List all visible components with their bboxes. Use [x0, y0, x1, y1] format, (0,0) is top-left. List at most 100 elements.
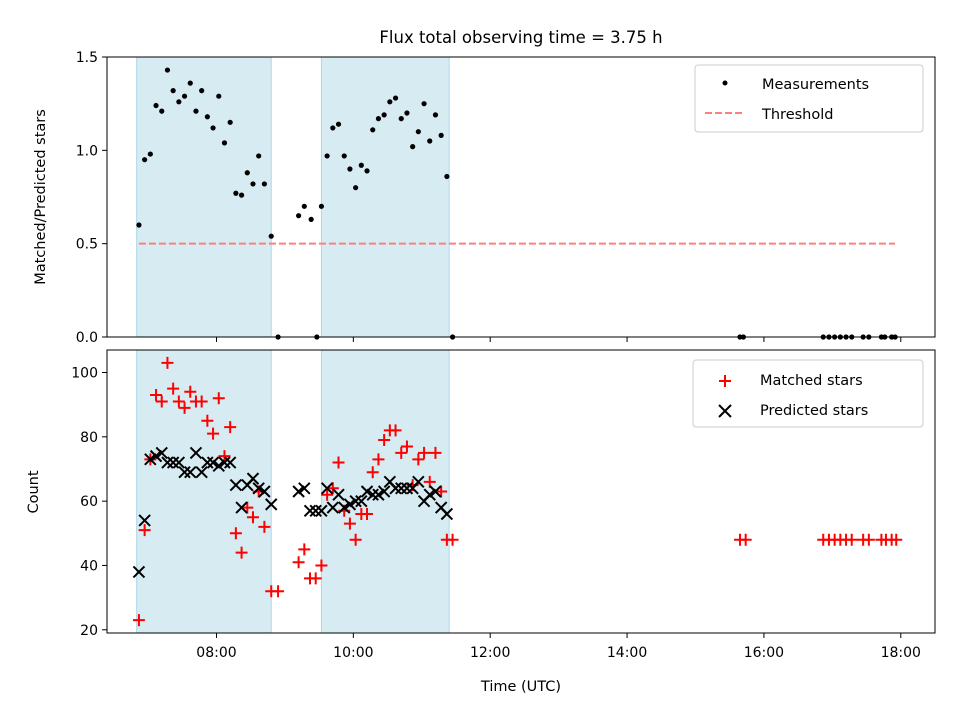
matched-stars-point [315, 559, 328, 572]
legend-matched-marker [719, 375, 731, 387]
matched-stars-point [412, 453, 425, 466]
top-y-axis-label: Matched/Predicted stars [33, 109, 49, 285]
legend-measurements-marker [722, 80, 728, 86]
predicted-stars-point [332, 488, 345, 501]
bottom-shaded-interval-1 [136, 349, 272, 634]
predicted-stars-point [360, 485, 374, 498]
predicted-stars-point [155, 446, 168, 460]
matched-stars-point [292, 556, 305, 569]
predicted-stars-point [223, 456, 237, 469]
matched-stars-point [150, 389, 163, 402]
measurements-point [153, 102, 159, 109]
measurements-point [170, 88, 176, 94]
measurements-point [199, 88, 205, 94]
matched-stars-point [298, 543, 311, 556]
matched-stars-point [201, 414, 214, 427]
matched-stars-point [366, 466, 379, 479]
top-y-tick-label: 0.0 [76, 330, 98, 346]
bottom-panel: 20 40 60 80 100 08:00 10:00 12:00 14:00 16:00 18:… [26, 349, 936, 695]
predicted-stars-point [377, 485, 391, 498]
matched-stars-point [229, 527, 242, 540]
measurements-point [308, 216, 314, 222]
top-shaded-intervals [136, 56, 450, 338]
predicted-stars-point [303, 504, 317, 518]
measurements-point [427, 138, 433, 144]
matched-stars-point [435, 485, 448, 498]
top-y-tick-label: 1.0 [76, 143, 98, 159]
legend-predicted-label: Predicted stars [760, 403, 868, 419]
predicted-stars-point [206, 456, 220, 469]
measurements-point [147, 151, 153, 157]
matched-stars-point [207, 427, 220, 440]
bottom-y-tick-label: 20 [80, 623, 98, 639]
bottom-y-axis-label: Count [26, 470, 42, 513]
measurements-point [341, 153, 347, 159]
measurements-point [444, 173, 450, 180]
predicted-stars-point [246, 472, 260, 485]
matched-stars-point [258, 520, 271, 533]
predicted-stars-point [265, 498, 278, 511]
measurements-point [415, 129, 421, 135]
measurements-point [261, 181, 267, 187]
measurements-point [347, 166, 353, 172]
predicted-stars-point [189, 446, 203, 460]
top-y-tick-label: 1.5 [76, 50, 98, 66]
legend-matched-label: Matched stars [760, 373, 863, 389]
bottom-y-tick-label: 80 [80, 430, 98, 446]
matched-stars-point [195, 395, 208, 408]
predicted-stars-point [349, 494, 362, 508]
measurements-point [238, 192, 245, 198]
predicted-stars-point [400, 482, 414, 495]
matched-stars-point [418, 446, 431, 459]
measurements-point [210, 125, 216, 131]
predicted-stars-point [429, 485, 442, 498]
predicted-stars-point [292, 485, 305, 498]
matched-stars-point [241, 501, 254, 514]
matched-stars-point [172, 395, 185, 408]
predicted-stars-point [315, 504, 328, 518]
predicted-stars-point [195, 465, 208, 479]
measurements-point [375, 116, 382, 122]
predicted-stars-point [212, 459, 225, 472]
predicted-stars-point [326, 501, 340, 514]
matched-stars-point [862, 533, 875, 546]
predicted-stars-point [320, 482, 334, 495]
measurements-point [370, 127, 376, 133]
predicted-stars-point [343, 498, 357, 511]
bottom-x-tick-label: 10:00 [333, 645, 373, 661]
predicted-stars-point [235, 501, 248, 514]
bottom-x-tick-label: 16:00 [744, 645, 784, 661]
measurements-point [136, 222, 142, 228]
measurements-point [187, 80, 193, 86]
predicted-stars-point [258, 485, 271, 498]
matched-stars-point [845, 533, 858, 546]
matched-stars-point [343, 517, 356, 530]
measurements-point [318, 203, 325, 209]
predicted-stars-point [144, 453, 157, 466]
measurements-point [353, 185, 359, 191]
matched-stars-point [246, 511, 259, 524]
bottom-x-ticks: 08:00 10:00 12:00 14:00 16:00 18:00 [196, 633, 921, 661]
top-legend-box [694, 64, 924, 133]
matched-stars-point [178, 401, 191, 414]
matched-stars-point [184, 385, 197, 398]
matched-stars-point [389, 424, 402, 437]
bottom-x-tick-label: 18:00 [881, 645, 921, 661]
predicted-stars-point [149, 449, 163, 463]
measurements-point [244, 170, 250, 176]
measurements-point [364, 168, 370, 174]
predicted-stars-point [309, 504, 322, 518]
measurements-point [250, 181, 256, 187]
measurements-point [176, 99, 182, 105]
matched-stars-point [218, 450, 231, 463]
top-shaded-interval-1 [136, 56, 272, 338]
measurements-point [193, 108, 199, 114]
matched-stars-point [446, 533, 459, 546]
top-axes-frame [106, 56, 936, 338]
matched-stars-point [321, 488, 334, 501]
matched-stars-point [349, 533, 362, 546]
legend-predicted-marker [718, 404, 732, 418]
measurements-point [330, 125, 336, 131]
bottom-series-layer [132, 356, 903, 627]
bottom-y-tick-label: 100 [71, 366, 98, 382]
